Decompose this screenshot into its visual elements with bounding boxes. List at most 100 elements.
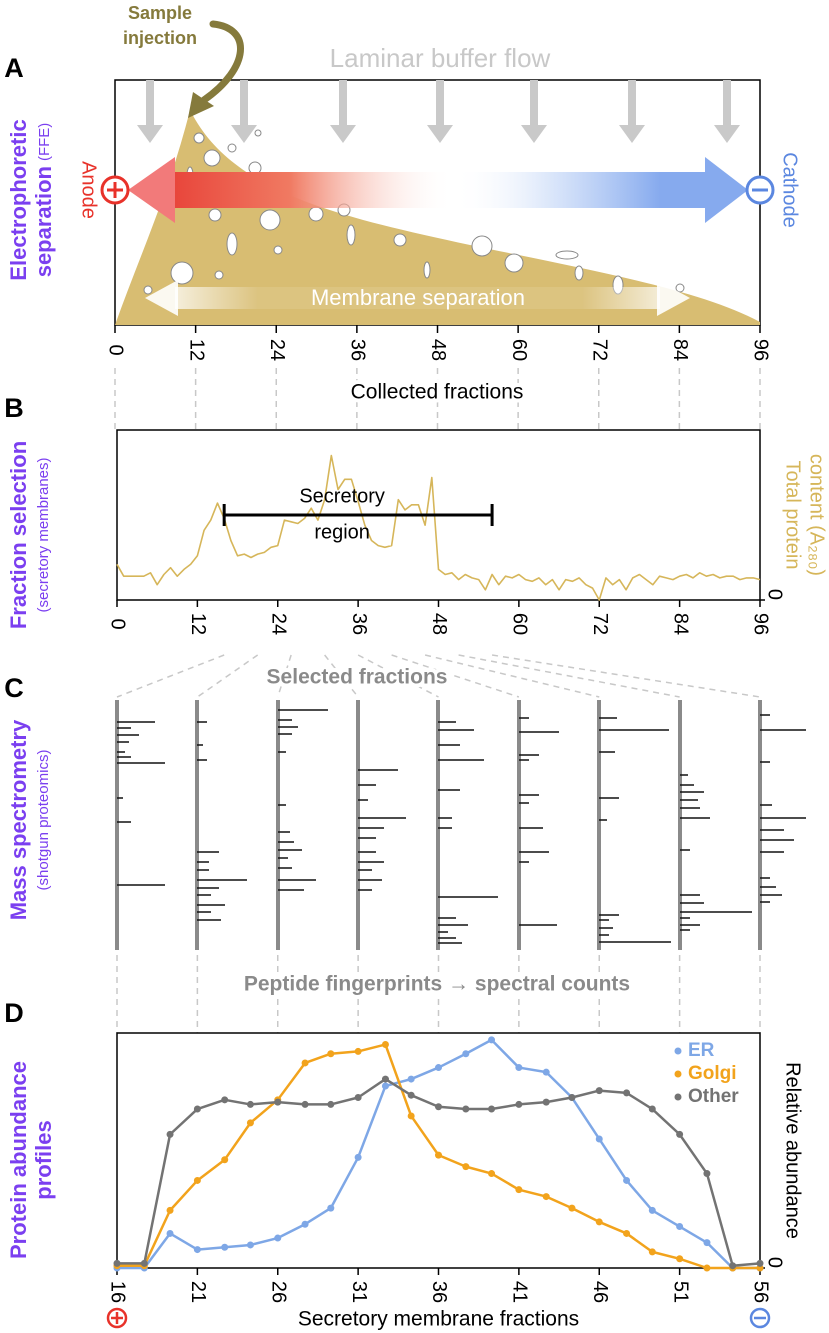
data-point: [462, 1163, 470, 1171]
data-point: [623, 1176, 631, 1184]
x-tick-label: 36: [348, 613, 370, 635]
data-point: [488, 1105, 496, 1113]
legend-marker: [674, 1093, 682, 1101]
peptide-label: Peptide fingerprints → spectral counts: [244, 973, 630, 996]
data-point: [246, 1119, 254, 1127]
connector-line: [196, 654, 259, 698]
data-point: [221, 1096, 229, 1104]
data-point: [703, 1170, 711, 1178]
data-point: [166, 1206, 174, 1214]
field-arrow-shaft: [170, 172, 715, 208]
data-point: [515, 1186, 523, 1194]
connector-lines: [114, 368, 761, 1033]
data-point: [648, 1206, 656, 1214]
anode-label: Anode: [78, 161, 100, 219]
x-axis-label: Secretory membrane fractions: [298, 1308, 579, 1331]
injection-arrow: [200, 20, 244, 104]
connector-line: [116, 654, 225, 698]
connector-line: [491, 654, 761, 698]
cathode-symbol: [749, 1307, 771, 1329]
spectrum: [276, 700, 328, 950]
data-point: [327, 1204, 335, 1212]
y-axis-label: Relative abundance: [782, 1062, 804, 1239]
data-point: [193, 1246, 201, 1254]
field-arrow-left-head: [128, 157, 175, 223]
data-point: [193, 1176, 201, 1184]
data-point: [623, 1229, 631, 1237]
data-point: [381, 1082, 389, 1090]
x-tick-label: 72: [588, 339, 610, 361]
sample-label: Sample: [128, 3, 192, 23]
x-tick-label: 56: [750, 1281, 772, 1303]
data-point: [703, 1264, 711, 1272]
data-point: [542, 1193, 550, 1201]
spectrum: [436, 700, 498, 950]
data-point: [595, 1087, 603, 1095]
legend-marker: [674, 1070, 682, 1078]
legend-label: Golgi: [688, 1063, 737, 1084]
data-point: [676, 1130, 684, 1138]
data-line: [116, 454, 761, 601]
side-note: (shotgun proteomics): [35, 750, 52, 891]
x-tick-label: 36: [347, 339, 369, 361]
x-tick-label: 0: [105, 344, 127, 355]
data-point: [221, 1243, 229, 1251]
data-point: [166, 1130, 174, 1138]
panel-letter: A: [4, 53, 24, 83]
cathode-symbol: [745, 175, 775, 205]
data-point: [407, 1091, 415, 1099]
data-point: [354, 1047, 362, 1055]
x-tick-label: 24: [266, 339, 288, 361]
data-point: [301, 1100, 309, 1108]
spectrum: [356, 700, 406, 950]
side-label-line: Fraction selection: [6, 441, 31, 629]
side-label-line: Mass spectrometry: [6, 719, 31, 920]
side-label: Electrophoretic: [6, 119, 31, 280]
panel-letter: C: [4, 673, 24, 703]
panel-letter: D: [4, 998, 24, 1028]
data-point: [623, 1089, 631, 1097]
spectrum: [597, 700, 671, 950]
data-point: [676, 1255, 684, 1263]
data-point: [193, 1105, 201, 1113]
x-tick-label: 96: [750, 613, 772, 635]
data-point: [407, 1112, 415, 1120]
side-label-line: Electrophoretic: [6, 119, 31, 280]
x-tick-label: 51: [669, 1281, 691, 1303]
data-point: [756, 1259, 764, 1267]
data-point: [301, 1059, 309, 1067]
data-point: [166, 1229, 174, 1237]
data-point: [703, 1239, 711, 1247]
panel-letter: B: [4, 393, 24, 423]
cathode-label: Cathode: [779, 152, 801, 228]
x-tick-label: 21: [187, 1281, 209, 1303]
data-point: [515, 1064, 523, 1072]
separation-arrow-right-head: [657, 280, 690, 316]
y-tick-label: 0: [764, 1257, 786, 1268]
x-tick-label: 31: [348, 1281, 370, 1303]
data-point: [221, 1156, 229, 1164]
data-point: [542, 1098, 550, 1106]
connector-line: [324, 654, 359, 698]
spectrum: [758, 700, 806, 950]
data-point: [327, 1100, 335, 1108]
x-tick-label: 0: [107, 618, 129, 629]
x-tick-label: 36: [428, 1281, 450, 1303]
x-tick-label: 12: [185, 339, 207, 361]
x-tick-label: 96: [750, 339, 772, 361]
data-point: [568, 1204, 576, 1212]
data-point: [140, 1259, 148, 1267]
data-point: [595, 1218, 603, 1226]
data-point: [648, 1105, 656, 1113]
data-point: [488, 1170, 496, 1178]
data-point: [568, 1094, 576, 1102]
spectrum: [678, 700, 752, 950]
x-tick-label: 41: [509, 1281, 531, 1303]
data-point: [435, 1151, 442, 1159]
data-point: [435, 1064, 442, 1072]
anode-symbol: [100, 175, 130, 205]
anode-symbol: [106, 1307, 128, 1329]
field-arrow-right-head: [705, 157, 748, 223]
legend-marker: [674, 1047, 682, 1055]
